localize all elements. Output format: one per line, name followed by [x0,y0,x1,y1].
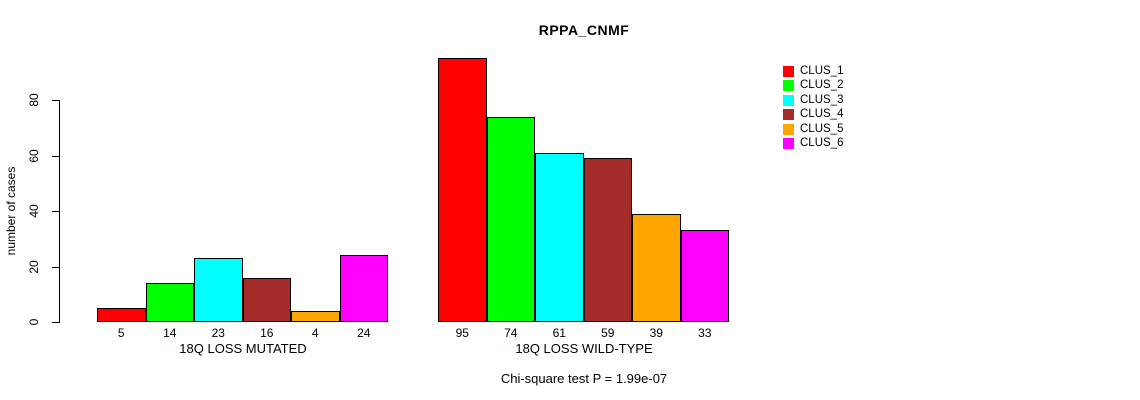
bar-value-label: 39 [649,326,663,340]
y-axis-tick [52,100,59,101]
bar [97,308,146,322]
legend-swatch [783,94,794,106]
bar-value-label: 16 [260,326,274,340]
bar-value-label: 4 [311,326,319,340]
y-axis-tick-label: 40 [27,204,41,218]
bar-value-label: 24 [357,326,371,340]
bar-value-label: 95 [455,326,469,340]
legend-label: CLUS_2 [800,79,844,92]
chart-title: RPPA_CNMF [538,22,630,38]
legend-item: CLUS_1 [783,65,844,77]
legend-item: CLUS_2 [783,79,844,92]
group-label-wild-type: 18Q LOSS WILD-TYPE [515,341,653,356]
bar-value-label: 61 [552,326,566,340]
bar [438,58,487,322]
bar [680,230,729,322]
bar-value-label: 23 [211,326,225,340]
bar [242,277,291,322]
bar [535,152,584,322]
legend-swatch [783,123,794,135]
bar [632,213,681,322]
legend-swatch [783,137,794,149]
legend-item: CLUS_4 [783,108,844,121]
bar-value-label: 33 [698,326,712,340]
legend-item: CLUS_5 [783,122,844,135]
y-axis-line [59,100,60,323]
group-label-mutated: 18Q LOSS MUTATED [179,341,307,356]
y-axis-tick [52,211,59,212]
legend-swatch [783,66,794,77]
y-axis-tick [52,155,59,157]
bar-value-label: 14 [163,326,177,340]
bar [339,255,388,322]
legend-label: CLUS_6 [800,136,844,149]
bar-value-label: 74 [504,326,518,340]
bar-value-label: 59 [601,326,615,340]
y-axis-title: number of cases [4,166,18,256]
legend-swatch [783,109,794,121]
y-axis-tick-label: 80 [27,93,41,107]
bar [145,283,194,322]
legend-label: CLUS_5 [800,122,844,135]
y-axis-tick [52,322,59,323]
legend-item: CLUS_3 [783,93,844,106]
bar [194,258,243,322]
bar-value-label: 5 [117,326,125,340]
bar [291,310,340,322]
legend-label: CLUS_3 [800,93,844,106]
legend-item: CLUS_6 [783,136,844,149]
y-axis-tick-label: 20 [27,259,41,274]
bar [486,116,535,322]
bar [583,158,632,322]
chi-square-annotation: Chi-square test P = 1.99e-07 [500,371,668,386]
legend-swatch [783,80,794,92]
legend-label: CLUS_1 [800,65,844,77]
y-axis-tick-label: 0 [27,318,41,326]
y-axis-tick [52,266,59,268]
y-axis-tick-label: 60 [27,148,41,163]
legend-label: CLUS_4 [800,108,844,121]
legend: CLUS_1 CLUS_2 CLUS_3 CLUS_4 CLUS_5 CLUS_6 [783,65,844,152]
